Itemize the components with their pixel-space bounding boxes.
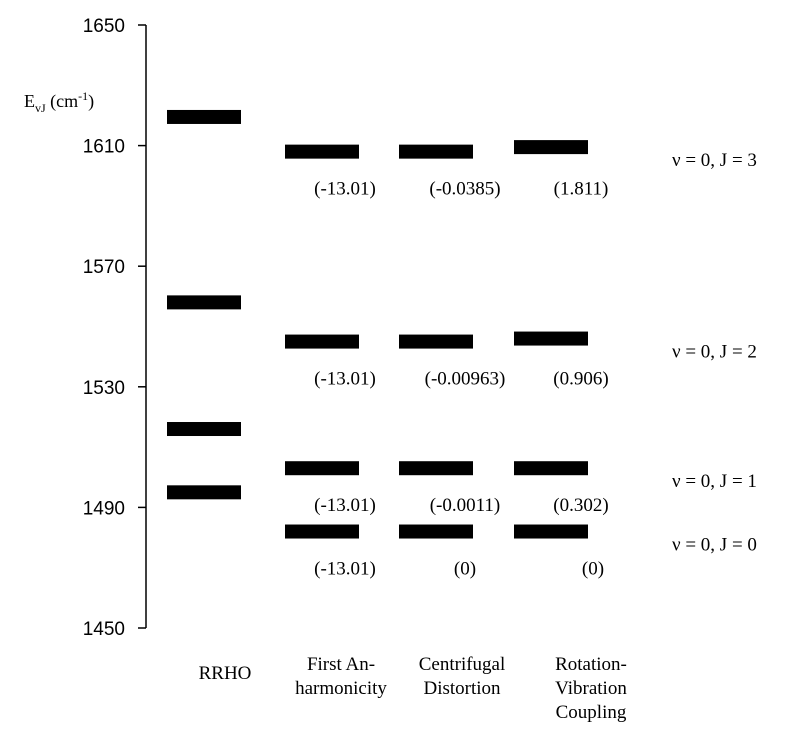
y-tick-label: 1450 xyxy=(83,619,125,640)
energy-level-bar xyxy=(167,109,241,124)
correction-value: (1.811) xyxy=(554,179,609,200)
correction-value: (-0.0011) xyxy=(430,495,501,516)
energy-level-bar xyxy=(285,524,359,539)
category-label: RRHO xyxy=(199,663,252,684)
y-tick-label: 1530 xyxy=(83,378,125,399)
correction-value: (-0.00963) xyxy=(425,369,506,390)
correction-value: (0) xyxy=(582,559,604,580)
category-label: harmonicity xyxy=(295,678,387,699)
correction-value: (0) xyxy=(454,559,476,580)
energy-level-bar xyxy=(514,140,588,155)
state-label: ν = 0, J = 3 xyxy=(672,150,757,171)
category-label: Centrifugal xyxy=(419,654,506,675)
energy-level-bar xyxy=(399,461,473,476)
correction-value: (-13.01) xyxy=(314,495,376,516)
energy-level-bar xyxy=(399,334,473,349)
state-label: ν = 0, J = 1 xyxy=(672,471,757,492)
correction-labels: (-13.01) (-0.0385) (1.811) (-13.01) (-0.0096… xyxy=(314,179,609,580)
y-tick-label: 1650 xyxy=(83,16,125,37)
energy-level-bar xyxy=(514,461,588,476)
state-label: ν = 0, J = 2 xyxy=(672,342,757,363)
energy-level-bar xyxy=(399,144,473,159)
category-label: Vibration xyxy=(555,678,627,699)
energy-level-bar xyxy=(514,524,588,539)
energy-level-bar xyxy=(167,295,241,310)
energy-level-bar xyxy=(285,334,359,349)
y-tick-label: 1570 xyxy=(83,257,125,278)
correction-value: (0.302) xyxy=(553,495,608,516)
state-labels: ν = 0, J = 3 ν = 0, J = 2 ν = 0, J = 1 ν = … xyxy=(672,150,757,555)
category-label: Coupling xyxy=(556,702,627,723)
energy-level-bar xyxy=(167,422,241,437)
energy-level-bar xyxy=(285,144,359,159)
category-label: Distortion xyxy=(423,678,501,699)
correction-value: (-13.01) xyxy=(314,369,376,390)
energy-level-bar xyxy=(399,524,473,539)
state-label: ν = 0, J = 0 xyxy=(672,535,757,556)
y-axis-label: EvJ (cm-1) xyxy=(24,89,94,115)
category-label: Rotation- xyxy=(555,654,627,675)
correction-value: (-13.01) xyxy=(314,559,376,580)
energy-level-bar xyxy=(167,485,241,500)
energy-levels xyxy=(167,109,588,539)
correction-value: (-13.01) xyxy=(314,179,376,200)
y-tick-label: 1610 xyxy=(83,137,125,158)
category-labels: RRHO First An-harmonicity Centrifugal Disto… xyxy=(199,654,628,723)
energy-level-bar xyxy=(514,331,588,346)
correction-value: (0.906) xyxy=(553,369,608,390)
y-axis: 1450 1490 1530 1570 1610 1650 xyxy=(83,16,147,640)
energy-level-bar xyxy=(285,461,359,476)
category-label: First An- xyxy=(307,654,375,675)
y-tick-label: 1490 xyxy=(83,498,125,519)
correction-value: (-0.0385) xyxy=(429,179,500,200)
